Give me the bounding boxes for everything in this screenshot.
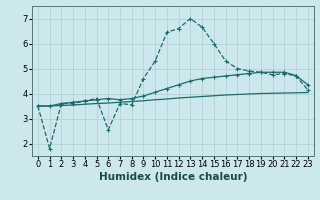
X-axis label: Humidex (Indice chaleur): Humidex (Indice chaleur) bbox=[99, 172, 247, 182]
